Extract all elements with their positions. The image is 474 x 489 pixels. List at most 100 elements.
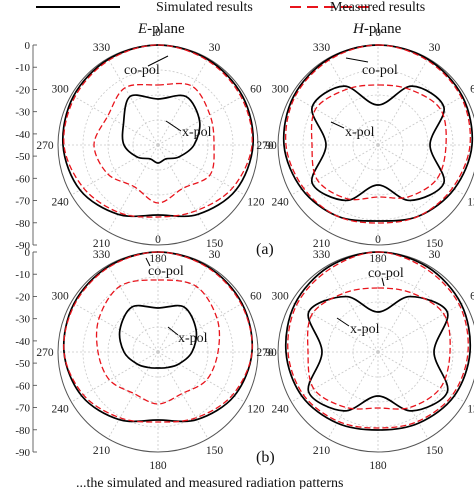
grid-ring bbox=[302, 69, 454, 221]
angle-tick-label: 120 bbox=[247, 197, 265, 209]
co-pol-label: co-pol bbox=[362, 63, 398, 78]
grid-spoke bbox=[377, 301, 465, 353]
annotation-x-pol-a-e: x-pol bbox=[165, 120, 212, 140]
angle-tick-label: 240 bbox=[51, 404, 69, 416]
angle-tick-label: 330 bbox=[93, 42, 111, 54]
x-pol-arrow bbox=[336, 317, 350, 327]
grid-spoke bbox=[157, 144, 209, 232]
grid-spoke bbox=[157, 58, 209, 146]
annotation-co-pol-b-h: co-pol bbox=[368, 266, 404, 287]
legend: Simulated results Measured results bbox=[36, 0, 425, 15]
h-plane-title: H-plane bbox=[352, 21, 402, 37]
angle-tick-label: 60 bbox=[250, 291, 262, 303]
radial-tick-label: 0 bbox=[25, 40, 31, 52]
angle-tick-label: 90 bbox=[265, 140, 277, 152]
measured-x-pol-curve bbox=[310, 84, 447, 201]
angle-tick-label: 210 bbox=[93, 238, 111, 250]
measured-co-pol-curve bbox=[285, 44, 471, 224]
radial-tick-label: 0 bbox=[25, 247, 31, 259]
annotation-x-pol-b-h: x-pol bbox=[336, 317, 380, 337]
grid-spoke bbox=[107, 351, 159, 439]
annotation-co-pol-a-h: co-pol bbox=[345, 57, 398, 78]
grid-spoke bbox=[327, 58, 379, 146]
grid-spoke bbox=[377, 351, 429, 439]
grid-spoke bbox=[377, 265, 429, 353]
measured-x-pol-curve bbox=[306, 287, 451, 410]
angle-tick-label: 240 bbox=[271, 404, 289, 416]
co-pol-arrow bbox=[345, 57, 369, 63]
polar-plot-b-h-plane: 0 30 60 90 120 150 180 210 240 270 300 330 bbox=[256, 234, 474, 472]
co-pol-arrow bbox=[147, 55, 169, 67]
angle-tick-label: 210 bbox=[313, 238, 331, 250]
angle-tick-label: 300 bbox=[51, 84, 69, 96]
radial-tick-label: -70 bbox=[15, 196, 30, 208]
radial-tick-label: -50 bbox=[15, 358, 30, 370]
x-pol-arrow bbox=[330, 121, 345, 129]
radial-tick-label: -50 bbox=[15, 151, 30, 163]
grid-ring bbox=[82, 69, 234, 221]
angle-tick-label: 240 bbox=[271, 197, 289, 209]
radial-tick-label: -10 bbox=[15, 269, 30, 281]
caption-fragment: ...the simulated and measured radiation … bbox=[76, 476, 343, 489]
grid-spoke bbox=[291, 144, 379, 196]
polar-plot-a-e-plane: 03060901201501802102402703003300-10-20-3… bbox=[15, 27, 277, 265]
radial-tick-label: -60 bbox=[15, 380, 30, 392]
radial-tick-label: -90 bbox=[15, 240, 30, 252]
simulated-co-pol-curve bbox=[284, 251, 472, 431]
angle-tick-label: 120 bbox=[467, 197, 474, 209]
angle-tick-label: 330 bbox=[313, 249, 331, 261]
angle-tick-label: 180 bbox=[149, 460, 167, 472]
co-pol-label: co-pol bbox=[368, 266, 404, 281]
simulated-co-pol-curve bbox=[62, 251, 254, 423]
angle-tick-label: 330 bbox=[313, 42, 331, 54]
angle-tick-label: 240 bbox=[51, 197, 69, 209]
measured-co-pol-curve bbox=[63, 44, 253, 218]
simulated-x-pol-curve bbox=[121, 94, 201, 164]
measured-x-pol-curve bbox=[93, 82, 215, 204]
grid-spoke bbox=[291, 351, 379, 403]
radial-tick-label: -10 bbox=[15, 62, 30, 74]
e-plane-suffix: -plane bbox=[147, 21, 185, 37]
grid-ring bbox=[302, 276, 454, 428]
grid-spoke bbox=[291, 94, 379, 146]
co-pol-label: co-pol bbox=[124, 63, 160, 78]
angle-tick-label: 60 bbox=[470, 291, 474, 303]
annotation-x-pol-a-h: x-pol bbox=[330, 121, 375, 140]
simulated-co-pol-curve bbox=[282, 44, 474, 222]
e-plane-title: E-plane bbox=[137, 21, 185, 37]
angle-tick-label: 0 bbox=[155, 234, 161, 246]
grid-spoke bbox=[291, 301, 379, 353]
legend-measured-label: Measured results bbox=[330, 0, 425, 15]
grid-spoke bbox=[157, 351, 245, 403]
e-plane-letter: E bbox=[137, 21, 147, 37]
grid-spoke bbox=[377, 144, 465, 196]
angle-tick-label: 270 bbox=[256, 347, 274, 359]
radial-tick-label: -20 bbox=[15, 84, 30, 96]
simulated-x-pol-curve bbox=[310, 85, 446, 202]
angle-tick-label: 330 bbox=[93, 249, 111, 261]
angle-tick-label: 270 bbox=[256, 140, 274, 152]
angle-tick-label: 0 bbox=[375, 234, 381, 246]
angle-tick-label: 120 bbox=[247, 404, 265, 416]
radial-tick-label: -20 bbox=[15, 291, 30, 303]
angle-tick-label: 60 bbox=[470, 84, 474, 96]
grid-spoke bbox=[157, 94, 245, 146]
angle-tick-label: 270 bbox=[36, 140, 54, 152]
co-pol-arrow bbox=[145, 257, 151, 267]
angle-tick-label: 270 bbox=[36, 347, 54, 359]
simulated-x-pol-curve bbox=[307, 295, 449, 412]
angle-tick-label: 180 bbox=[369, 460, 387, 472]
measured-co-pol-curve bbox=[287, 251, 469, 429]
angle-tick-label: 30 bbox=[429, 249, 441, 261]
grid-spoke bbox=[327, 351, 379, 439]
polar-plot-b-e-plane: 0 30 60 90 120 150 180 210 240 270 300 330 0 -10 -20 -3… bbox=[15, 234, 277, 472]
radial-tick-label: -90 bbox=[15, 447, 30, 459]
angle-tick-label: 210 bbox=[313, 445, 331, 457]
angle-tick-label: 90 bbox=[265, 347, 277, 359]
radial-tick-label: -70 bbox=[15, 403, 30, 415]
x-pol-arrow bbox=[165, 120, 182, 132]
co-pol-label: co-pol bbox=[148, 264, 184, 279]
simulated-x-pol-curve bbox=[118, 304, 198, 369]
grid-spoke bbox=[377, 144, 429, 232]
